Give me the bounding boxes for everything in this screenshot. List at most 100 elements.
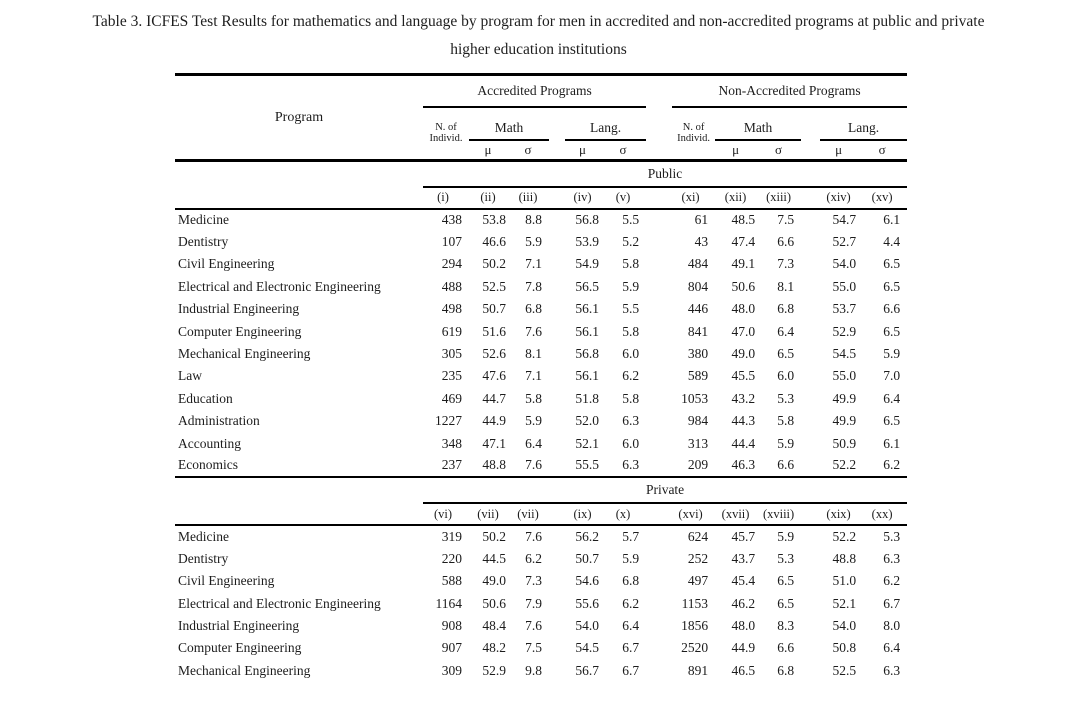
n-of-label: N. of <box>682 121 705 133</box>
spacer-cell <box>646 75 672 107</box>
value-cell: 8.3 <box>777 617 795 633</box>
value-cell: 9.8 <box>525 662 542 678</box>
value-cell: 53.9 <box>575 234 599 250</box>
value-cell: 469 <box>441 390 462 406</box>
spacer-cell <box>801 298 820 320</box>
column-id-cell: (xx) <box>863 503 908 527</box>
spacer-cell <box>549 107 565 140</box>
value-cell: 50.8 <box>832 640 857 656</box>
spacer-cell <box>646 592 672 614</box>
value-cell: 5.3 <box>777 550 795 566</box>
table-row: Education 469 44.7 5.8 51.8 5.8 1053 43.2 5.3 49.… <box>175 388 907 410</box>
value-cell: 7.6 <box>525 457 542 473</box>
value-cell: 6.4 <box>525 435 542 451</box>
spacer-cell <box>646 432 672 454</box>
value-cell: 44.7 <box>482 390 506 406</box>
spacer-cell <box>549 253 565 275</box>
program-cell: Economics <box>178 457 238 473</box>
value-cell: 6.4 <box>622 617 640 633</box>
value-cell: 56.7 <box>575 662 599 678</box>
spacer-cell <box>801 276 820 298</box>
value-cell: 54.7 <box>832 212 857 228</box>
value-cell: 5.9 <box>622 278 640 294</box>
value-cell: 6.4 <box>777 323 795 339</box>
value-cell: 8.1 <box>525 346 542 362</box>
value-cell: 54.9 <box>575 256 599 272</box>
table-row: Computer Engineering 619 51.6 7.6 56.1 5.8 841… <box>175 320 907 342</box>
value-cell: 624 <box>687 528 709 544</box>
program-cell: Civil Engineering <box>178 256 275 272</box>
value-cell: 52.9 <box>482 662 506 678</box>
spacer-cell <box>646 548 672 570</box>
value-cell: 52.1 <box>575 435 599 451</box>
program-cell: Mechanical Engineering <box>178 662 311 678</box>
value-cell: 7.6 <box>525 617 542 633</box>
spacer-cell <box>646 253 672 275</box>
value-cell: 5.8 <box>622 323 640 339</box>
program-cell: Law <box>178 368 202 384</box>
program-cell: Dentistry <box>178 550 229 566</box>
value-cell: 6.3 <box>883 662 901 678</box>
spacer-cell <box>549 570 565 592</box>
value-cell: 46.2 <box>731 595 756 611</box>
spacer-cell <box>549 637 565 659</box>
spacer-cell <box>549 320 565 342</box>
table-row: Administration 1227 44.9 5.9 52.0 6.3 984 44.3 5… <box>175 410 907 432</box>
value-cell: 7.9 <box>525 595 542 611</box>
sigma-symbol: σ <box>775 141 783 157</box>
value-cell: 294 <box>441 256 462 272</box>
value-cell: 6.5 <box>883 256 901 272</box>
subgroup-header-row: N. of Individ. Math Lang. N. of Individ.… <box>175 106 908 144</box>
column-id-cell: (xvi) <box>672 503 716 527</box>
value-cell: 497 <box>687 573 709 589</box>
value-cell: 6.8 <box>777 662 795 678</box>
table-row: Dentistry 107 46.6 5.9 53.9 5.2 43 47.4 6.6 52.7 4… <box>175 231 907 253</box>
value-cell: 6.5 <box>777 346 795 362</box>
column-id-cell: (xix) <box>820 503 864 527</box>
value-cell: 47.0 <box>731 323 756 339</box>
spacer-cell <box>549 140 565 161</box>
value-cell: 52.2 <box>832 457 857 473</box>
value-cell: 2520 <box>681 640 709 656</box>
column-id-cell: (xiii) <box>762 186 802 210</box>
value-cell: 54.0 <box>832 256 857 272</box>
value-cell: 5.8 <box>777 413 795 429</box>
program-cell: Industrial Engineering <box>178 617 300 633</box>
spacer-cell <box>549 388 565 410</box>
program-cell: Civil Engineering <box>178 573 275 589</box>
spacer-cell <box>646 231 672 253</box>
value-cell: 7.5 <box>777 212 795 228</box>
value-cell: 6.5 <box>883 278 901 294</box>
value-cell: 6.0 <box>622 346 640 362</box>
value-cell: 48.8 <box>482 457 506 473</box>
value-cell: 7.3 <box>777 256 795 272</box>
value-cell: 56.1 <box>575 323 599 339</box>
column-id-cell: (xvii) <box>715 503 763 527</box>
column-id-cell: (xv) <box>863 186 908 210</box>
icfes-results-table: Program Accredited Programs Non-Accredit… <box>175 73 908 682</box>
spacer-cell <box>801 615 820 637</box>
table-row: Dentistry 220 44.5 6.2 50.7 5.9 252 43.7 5.3 48.8… <box>175 548 907 570</box>
table-caption: Table 3. ICFES Test Results for mathemat… <box>0 8 1077 64</box>
value-cell: 45.5 <box>731 368 756 384</box>
stat-symbol-row: μ σ μ σ μ σ μ σ <box>175 140 907 161</box>
value-cell: 44.4 <box>731 435 756 451</box>
value-cell: 6.2 <box>883 573 901 589</box>
value-cell: 6.1 <box>883 212 901 228</box>
value-cell: 7.0 <box>883 368 901 384</box>
spacer-cell <box>646 276 672 298</box>
column-id-cell: (ii) <box>469 186 513 210</box>
public-section: Public (i) (ii) (iii) (iv) (v) (xi) (xii) (xiii)… <box>175 160 908 478</box>
spacer-cell <box>801 186 821 210</box>
value-cell: 6.5 <box>883 413 901 429</box>
spacer-cell <box>801 548 820 570</box>
spacer-cell <box>801 592 820 614</box>
program-cell: Administration <box>178 413 260 429</box>
value-cell: 7.8 <box>525 278 542 294</box>
value-cell: 51.8 <box>575 390 599 406</box>
mu-symbol: μ <box>484 141 492 157</box>
program-cell: Computer Engineering <box>178 640 302 656</box>
value-cell: 53.8 <box>482 212 506 228</box>
value-cell: 61 <box>694 212 709 228</box>
value-cell: 1164 <box>435 595 463 611</box>
